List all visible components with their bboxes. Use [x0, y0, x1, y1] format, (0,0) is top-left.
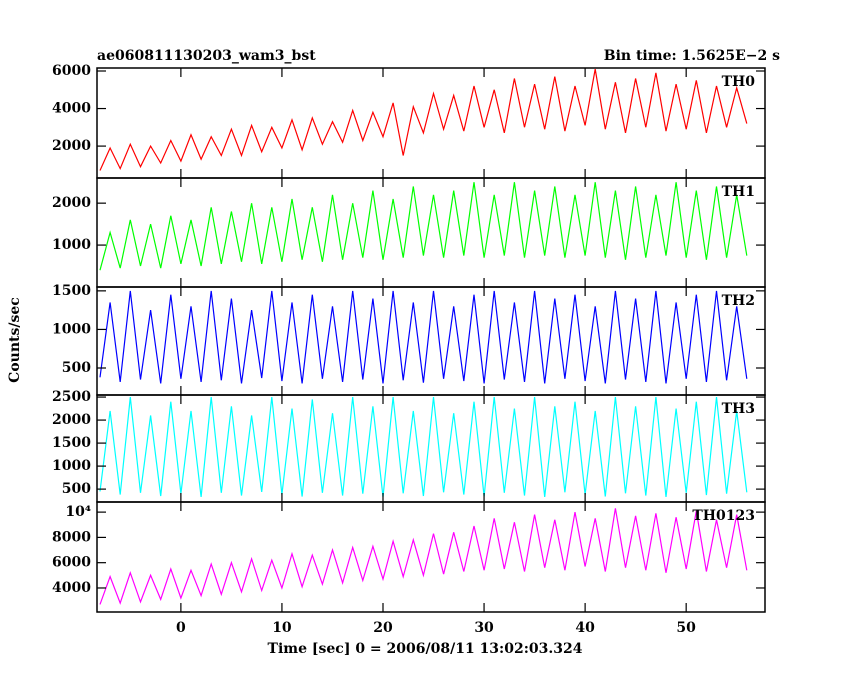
panel-frame: [96, 286, 766, 396]
y-tick-label: 2000: [52, 412, 91, 428]
y-tick-label: 500: [62, 360, 91, 376]
y-tick-label: 8000: [52, 529, 91, 545]
panel-frame: [96, 177, 766, 288]
chart-title: ae060811130203_wam3_bst: [97, 48, 316, 64]
y-tick-label: 2000: [52, 195, 91, 211]
panel-label: TH0123: [692, 508, 755, 524]
y-tick-label: 2000: [52, 138, 91, 154]
y-tick-label: 1000: [52, 237, 91, 253]
y-tick-label: 4000: [52, 580, 91, 596]
y-tick-label: 1500: [52, 435, 91, 451]
y-tick-label: 6000: [52, 555, 91, 571]
panel-label: TH1: [722, 184, 755, 200]
y-tick-label: 6000: [52, 63, 91, 79]
y-tick-label: 1000: [52, 458, 91, 474]
x-tick-label: 30: [474, 620, 494, 636]
y-tick-label: 500: [62, 481, 91, 497]
x-tick-label: 0: [176, 620, 186, 636]
x-tick-label: 50: [676, 620, 696, 636]
y-tick-label: 2500: [52, 389, 91, 405]
y-tick-label: 1000: [52, 321, 91, 337]
panel-label: TH2: [722, 293, 755, 309]
x-tick-label: 10: [272, 620, 292, 636]
y-axis-label: Counts/sec: [7, 297, 23, 383]
x-tick-label: 20: [373, 620, 393, 636]
y-tick-label: 1500: [52, 283, 91, 299]
data-line: [99, 397, 748, 497]
y-tick-label: 10⁴: [65, 504, 91, 520]
x-axis-label: Time [sec] 0 = 2006/08/11 13:02:03.324: [268, 641, 583, 657]
data-line: [99, 290, 748, 384]
data-line: [99, 182, 748, 271]
panel-label: TH0: [722, 74, 756, 90]
panel-frame: [96, 501, 766, 613]
data-line: [99, 68, 748, 171]
x-tick-label: 40: [575, 620, 595, 636]
data-line: [99, 508, 748, 605]
y-tick-label: 4000: [52, 101, 91, 117]
chart-subtitle: Bin time: 1.5625E−2 s: [604, 48, 780, 64]
panel-label: TH3: [722, 401, 755, 417]
